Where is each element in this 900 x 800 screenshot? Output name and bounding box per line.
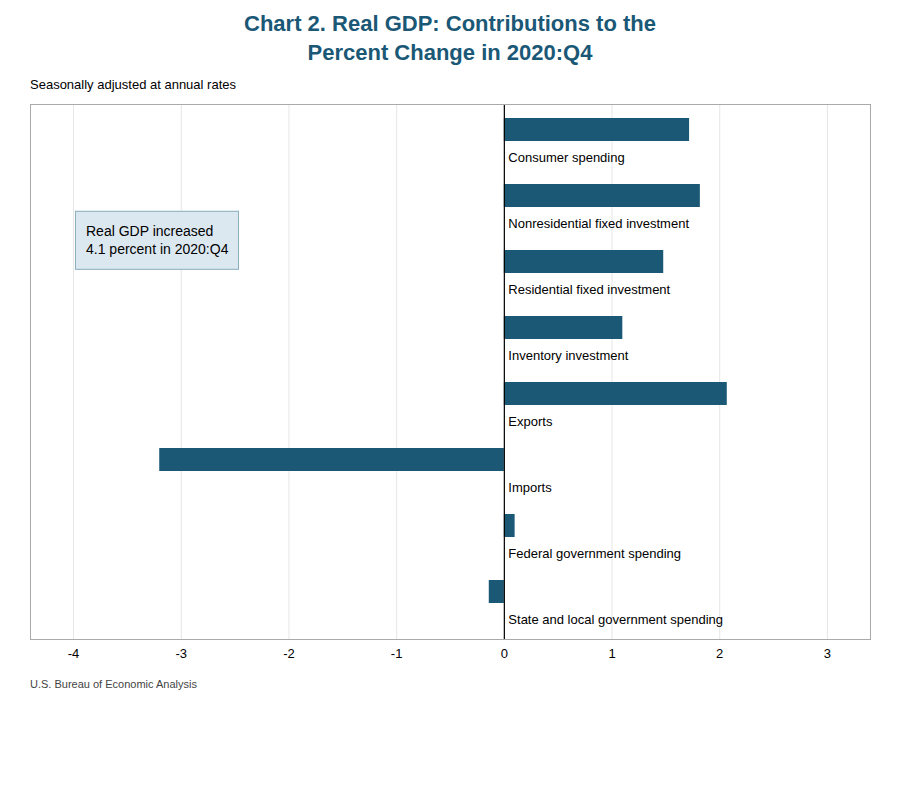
html-text:Real GDP increased 4.1 percent: Real GDP increased 4.1 percent in 2020:Q… — [86, 223, 229, 258]
svg-text:Federal government spending: Federal government spending — [508, 546, 681, 561]
svg-text:1: 1 — [608, 646, 615, 661]
svg-text:-1: -1 — [391, 646, 403, 661]
svg-text:-4: -4 — [68, 646, 80, 661]
svg-text:-3: -3 — [175, 646, 187, 661]
svg-text:Consumer spending: Consumer spending — [508, 150, 624, 165]
svg-text:Nonresidential fixed investmen: Nonresidential fixed investment — [508, 216, 689, 231]
svg-text:Exports: Exports — [508, 414, 553, 429]
svg-text:Inventory investment: Inventory investment — [508, 348, 628, 363]
html-text:Seasonally adjusted at annual: Seasonally adjusted at annual rates — [30, 77, 236, 93]
svg-text:3: 3 — [824, 646, 831, 661]
svg-text:-2: -2 — [283, 646, 295, 661]
svg-text:State and local government spe: State and local government spending — [508, 612, 723, 627]
svg-text:2: 2 — [716, 646, 723, 661]
svg-text:Imports: Imports — [508, 480, 552, 495]
svg-text:Residential fixed investment: Residential fixed investment — [508, 282, 670, 297]
html-text:Chart 2. Real GDP: Contributio: Chart 2. Real GDP: Contributions to the … — [244, 11, 656, 65]
svg-text:0: 0 — [501, 646, 508, 661]
html-text:U.S. Bureau of Economic Analys: U.S. Bureau of Economic Analysis — [30, 678, 197, 691]
